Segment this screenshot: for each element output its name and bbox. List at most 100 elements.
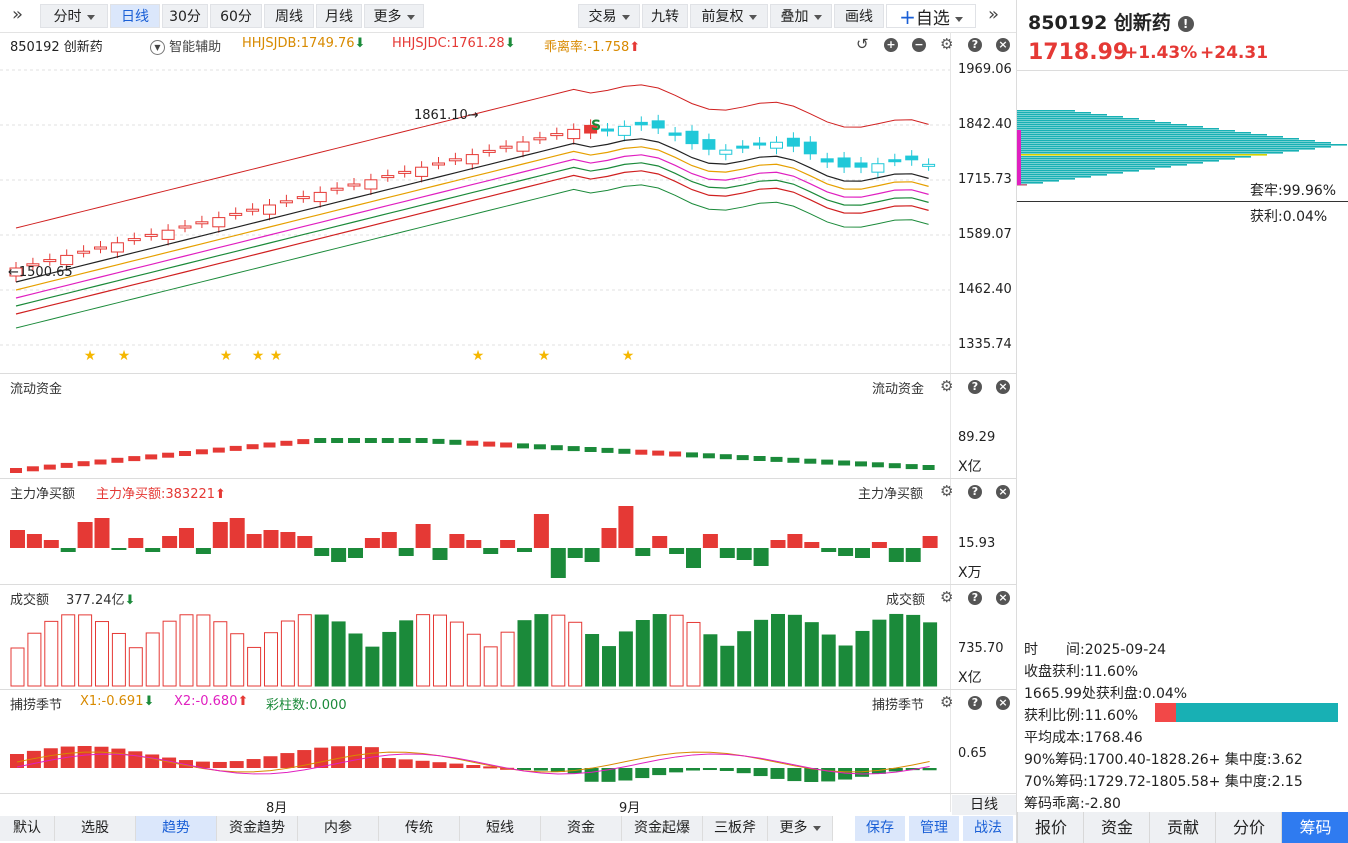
fund-flow-title-right: 流动资金 [872,382,925,397]
chip-bar [1017,110,1075,112]
net-buy-bar [314,548,330,556]
settings-gear-icon[interactable]: ⚙ [940,482,954,500]
bottom-tab-default[interactable]: 默认 [0,816,55,841]
chip-close-profit: 收盘获利:11.60% [1024,664,1139,680]
right-tab-chips[interactable]: 筹码 [1281,812,1348,843]
candle-body [803,141,817,155]
turnover-bar [821,634,836,687]
fund-flow-bar [702,453,715,459]
net-buy-bar [381,532,397,548]
zoom-out-icon[interactable]: − [912,38,926,52]
season-bar [381,758,396,768]
trade-button[interactable]: 交易 [578,4,640,28]
tab-weekly[interactable]: 周线 [264,4,314,28]
chip-distribution-chart [1017,110,1347,186]
info-icon[interactable]: ! [1177,15,1194,32]
collapse-left-icon[interactable]: » [12,4,24,25]
help-icon[interactable]: ? [968,380,982,394]
right-tab-fund[interactable]: 资金 [1083,812,1150,843]
strategy-button[interactable]: 战法 [963,816,1013,841]
bottom-tab-pick[interactable]: 选股 [55,816,136,841]
tab-daily[interactable]: 日线 [110,4,160,28]
bottom-tab-short[interactable]: 短线 [460,816,541,841]
help-icon[interactable]: ? [968,696,982,710]
close-icon[interactable]: × [996,38,1010,52]
close-icon[interactable]: × [996,485,1010,499]
candle-body [617,125,631,136]
overlay-button[interactable]: 叠加 [770,4,832,28]
nine-turn-button[interactable]: 九转 [642,4,688,28]
settings-gear-icon[interactable]: ⚙ [940,693,954,711]
net-buy-bar [855,548,870,558]
expand-right-icon[interactable]: » [988,4,1000,25]
fund-flow-bar [567,446,580,452]
chip-bar [1017,122,1171,124]
settings-gear-icon[interactable]: ⚙ [940,377,954,395]
close-icon[interactable]: × [996,380,1010,394]
season-bar [550,768,565,772]
quote-change-pct: +1.43% [1124,43,1198,63]
help-icon[interactable]: ? [968,38,982,52]
settings-gear-icon[interactable]: ⚙ [940,35,954,53]
bottom-tab-classic[interactable]: 传统 [379,816,460,841]
tab-30min[interactable]: 30分 [162,4,208,28]
tab-60min[interactable]: 60分 [210,4,262,28]
tab-monthly[interactable]: 月线 [316,4,362,28]
panel-separator [0,689,1016,690]
chip-bar [1017,130,1235,132]
bottom-tab-fund-trend[interactable]: 资金趋势 [217,816,298,841]
fund-flow-bar [145,454,158,460]
bottom-tab-fund[interactable]: 资金 [541,816,622,841]
axis-divider [950,32,951,812]
fund-flow-bar [331,438,344,443]
manage-button[interactable]: 管理 [909,816,959,841]
season-title-right: 捕捞季节 [872,698,925,713]
draw-line-button[interactable]: 画线 [834,4,884,28]
add-watchlist-button[interactable]: +自选 [886,4,976,29]
candle-body [296,196,310,200]
bottom-tab-insider[interactable]: 内参 [298,816,379,841]
right-tab-price-dist[interactable]: 分价 [1215,812,1282,843]
candle-body [516,141,530,152]
candle-body [448,158,462,162]
save-button[interactable]: 保存 [855,816,905,841]
help-icon[interactable]: ? [968,485,982,499]
star-icon: ★ [252,348,265,364]
turnover-value-label: 377.24亿⬇ [66,593,136,608]
zoom-in-icon[interactable]: + [884,38,898,52]
right-tab-quote[interactable]: 报价 [1017,812,1084,843]
star-icon: ★ [220,348,233,364]
candle-body [246,208,260,212]
price-tick: 1969.06 [958,62,1012,77]
chip-bar [1017,132,1251,134]
turnover-bar [449,621,464,687]
trap-ratio: 套牢:99.96% [1250,183,1337,199]
bottom-tab-more[interactable]: 更多 [768,816,833,841]
season-bar [195,761,210,768]
reset-icon[interactable]: ↺ [856,35,869,53]
chip-profit-ratio: 获利比例:11.60% [1024,708,1139,724]
fund-flow-bar [229,445,242,451]
net-buy-bar [770,540,786,548]
help-icon[interactable]: ? [968,591,982,605]
chip-bar [1017,172,1123,174]
smart-assist-toggle[interactable]: ▼ 智能辅助 [150,36,221,55]
close-icon[interactable]: × [996,591,1010,605]
turnover-unit: X亿 [958,670,982,686]
candle-body [584,124,598,134]
net-buy-bar [838,548,854,556]
candlestick-chart[interactable]: ★ ★ ★ ★ ★ ★ ★ ★ S [0,56,950,372]
turnover-bar [44,620,59,687]
bottom-tab-trend[interactable]: 趋势 [136,816,217,841]
bottom-tab-fund-burst[interactable]: 资金起爆 [622,816,703,841]
tab-intraday[interactable]: 分时 [40,4,108,28]
candle-body [364,179,378,190]
fund-flow-bar [128,456,141,462]
tab-more[interactable]: 更多 [364,4,424,28]
settings-gear-icon[interactable]: ⚙ [940,588,954,606]
adjust-button[interactable]: 前复权 [690,4,768,28]
bottom-tab-three-axe[interactable]: 三板斧 [703,816,768,841]
right-tab-contribution[interactable]: 贡献 [1149,812,1216,843]
close-icon[interactable]: × [996,696,1010,710]
star-icon: ★ [270,348,283,364]
